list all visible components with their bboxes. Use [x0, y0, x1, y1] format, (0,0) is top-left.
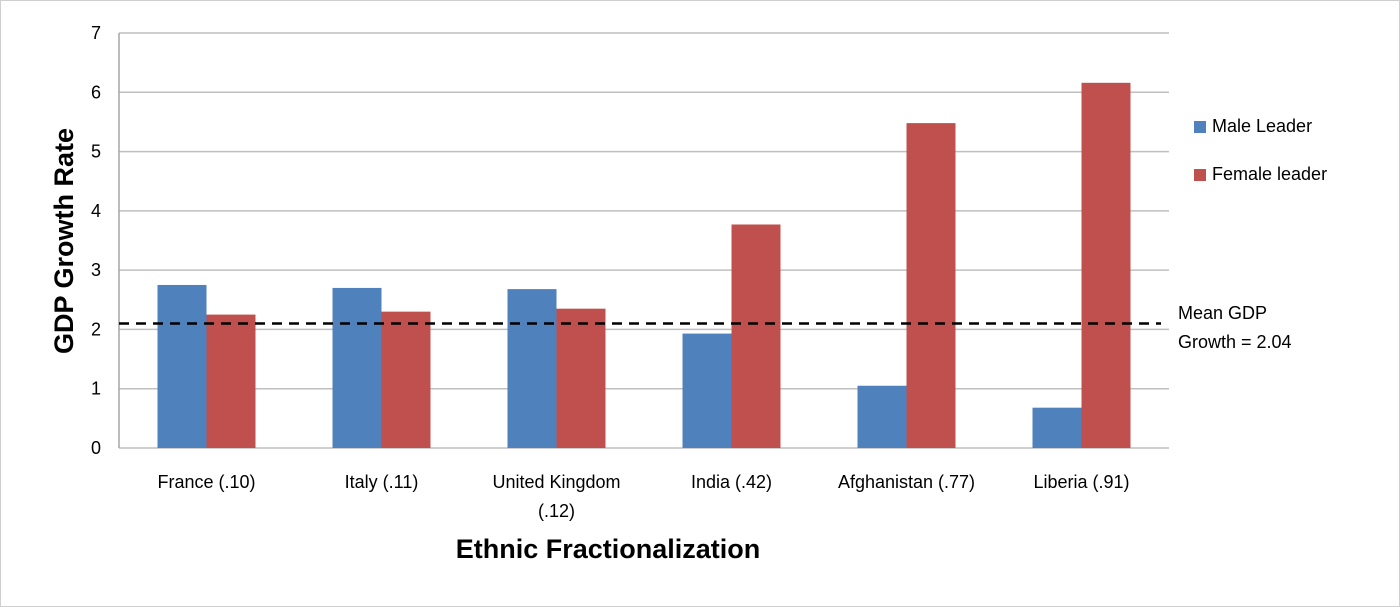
x-category-label: (.12) [538, 501, 575, 521]
y-tick-label: 0 [91, 438, 101, 458]
x-category-label: Italy (.11) [345, 472, 419, 492]
x-category-label: India (.42) [691, 472, 772, 492]
mean-gdp-annotation: Growth = 2.04 [1178, 332, 1292, 352]
y-tick-label: 5 [91, 142, 101, 162]
bar-female-5 [1081, 82, 1131, 449]
bar-female-1 [381, 311, 431, 448]
y-axis-title: GDP Growth Rate [49, 128, 79, 354]
bar-male-3 [682, 333, 732, 448]
x-axis-title: Ethnic Fractionalization [456, 534, 761, 564]
bar-female-4 [906, 123, 956, 448]
bar-male-0 [157, 284, 207, 448]
mean-gdp-annotation: Mean GDP [1178, 303, 1267, 323]
legend-swatch [1194, 121, 1206, 133]
legend-swatch [1194, 169, 1206, 181]
bar-male-4 [857, 385, 907, 448]
y-tick-label: 2 [91, 319, 101, 339]
bar-female-2 [556, 308, 606, 448]
legend: Male Leader Female leader [1194, 116, 1327, 184]
y-tick-label: 1 [91, 379, 101, 399]
bar-female-0 [206, 314, 256, 448]
gridlines [119, 32, 1169, 449]
x-category-label: Afghanistan (.77) [838, 472, 975, 492]
x-category-label: Liberia (.91) [1033, 472, 1129, 492]
bars [157, 82, 1131, 449]
bar-male-1 [332, 287, 382, 448]
x-category-label: France (.10) [157, 472, 255, 492]
bar-male-2 [507, 289, 557, 448]
y-tick-label: 4 [91, 201, 101, 221]
bar-female-3 [731, 224, 781, 448]
legend-label: Female leader [1212, 164, 1327, 184]
legend-label: Male Leader [1212, 116, 1312, 136]
bar-male-5 [1032, 407, 1082, 448]
y-tick-label: 6 [91, 82, 101, 102]
x-category-label: United Kingdom [492, 472, 620, 492]
y-tick-label: 7 [91, 23, 101, 43]
y-tick-label: 3 [91, 260, 101, 280]
